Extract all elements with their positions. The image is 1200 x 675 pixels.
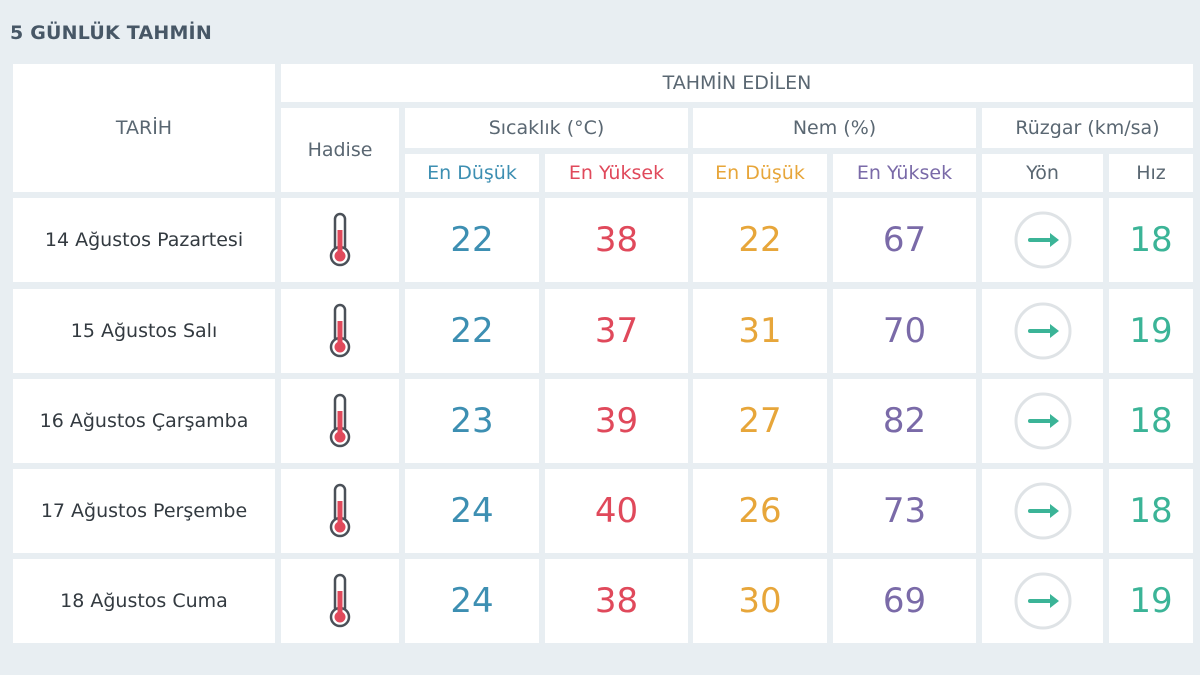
wind-speed-value: 18 [1109, 198, 1193, 282]
temp-high-value: 40 [545, 469, 688, 553]
date-cell: 17 Ağustos Perşembe [13, 469, 275, 553]
date-cell: 15 Ağustos Salı [13, 289, 275, 373]
wind-direction-cell [982, 198, 1103, 282]
thermometer-icon [327, 212, 353, 268]
wind-direction-cell [982, 379, 1103, 463]
date-cell: 14 Ağustos Pazartesi [13, 198, 275, 282]
hadise-cell [281, 379, 399, 463]
temp-low-value: 24 [405, 469, 539, 553]
header-tarih: TARİH [13, 64, 275, 192]
humidity-low-value: 26 [693, 469, 827, 553]
temp-high-value: 39 [545, 379, 688, 463]
temp-low-value: 24 [405, 559, 539, 643]
temp-high-value: 38 [545, 198, 688, 282]
wind-direction-cell [982, 289, 1103, 373]
header-hadise: Hadise [281, 108, 399, 192]
humidity-low-value: 27 [693, 379, 827, 463]
wind-speed-value: 18 [1109, 379, 1193, 463]
arrow-east-icon [1013, 210, 1073, 270]
wind-speed-value: 19 [1109, 559, 1193, 643]
hadise-cell [281, 559, 399, 643]
humidity-low-value: 31 [693, 289, 827, 373]
temp-high-value: 37 [545, 289, 688, 373]
temp-high-value: 38 [545, 559, 688, 643]
hadise-cell [281, 289, 399, 373]
wind-direction-cell [982, 469, 1103, 553]
date-cell: 18 Ağustos Cuma [13, 559, 275, 643]
header-temp-low: En Düşük [405, 154, 539, 192]
wind-speed-value: 18 [1109, 469, 1193, 553]
thermometer-icon [327, 303, 353, 359]
hadise-cell [281, 469, 399, 553]
header-nem: Nem (%) [693, 108, 976, 148]
wind-direction-cell [982, 559, 1103, 643]
humidity-low-value: 30 [693, 559, 827, 643]
header-ruzgar: Rüzgar (km/sa) [982, 108, 1193, 148]
header-tahmin-edilen: TAHMİN EDİLEN [281, 64, 1193, 102]
header-sicaklik: Sıcaklık (°C) [405, 108, 688, 148]
thermometer-icon [327, 483, 353, 539]
hadise-cell [281, 198, 399, 282]
wind-speed-value: 19 [1109, 289, 1193, 373]
header-wind-speed: Hız [1109, 154, 1193, 192]
arrow-east-icon [1013, 301, 1073, 361]
humidity-high-value: 73 [833, 469, 976, 553]
arrow-east-icon [1013, 481, 1073, 541]
thermometer-icon [327, 573, 353, 629]
header-temp-high: En Yüksek [545, 154, 688, 192]
header-hum-low: En Düşük [693, 154, 827, 192]
humidity-high-value: 82 [833, 379, 976, 463]
humidity-high-value: 67 [833, 198, 976, 282]
arrow-east-icon [1013, 391, 1073, 451]
temp-low-value: 22 [405, 198, 539, 282]
humidity-low-value: 22 [693, 198, 827, 282]
header-wind-dir: Yön [982, 154, 1103, 192]
humidity-high-value: 70 [833, 289, 976, 373]
temp-low-value: 23 [405, 379, 539, 463]
temp-low-value: 22 [405, 289, 539, 373]
date-cell: 16 Ağustos Çarşamba [13, 379, 275, 463]
arrow-east-icon [1013, 571, 1073, 631]
thermometer-icon [327, 393, 353, 449]
header-hum-high: En Yüksek [833, 154, 976, 192]
humidity-high-value: 69 [833, 559, 976, 643]
section-title: 5 GÜNLÜK TAHMİN [10, 22, 212, 44]
